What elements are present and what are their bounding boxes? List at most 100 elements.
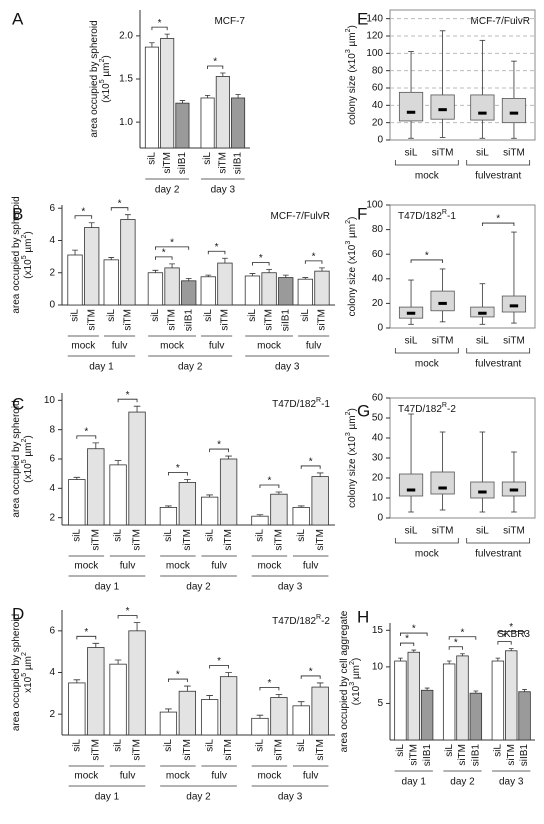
error-bar <box>297 505 305 508</box>
category-label: siL <box>296 529 307 542</box>
bar <box>297 278 313 306</box>
group-label: day 1 <box>95 792 120 803</box>
category-label: siL <box>71 739 82 752</box>
y-tick-label: 1.0 <box>119 117 133 128</box>
y-axis-label: area occupied by spheroid <box>11 400 22 517</box>
error-bar <box>164 33 170 39</box>
panel-title-part: MCF-7/FulvR <box>471 16 530 27</box>
y-tick-label: 8 <box>49 424 55 435</box>
y-tick-label: 30 <box>372 453 384 464</box>
category-label: siL <box>113 529 124 542</box>
panel-title-part: R <box>442 402 447 409</box>
y-axis-label: area occupied by spheroid <box>11 196 22 313</box>
box <box>430 94 455 120</box>
y-tick-label: 10 <box>372 662 384 673</box>
significance-bracket <box>167 678 188 683</box>
bar <box>109 464 127 526</box>
error-bar <box>249 273 256 276</box>
bar <box>394 660 407 741</box>
y-tick-label: 2 <box>49 267 55 278</box>
y-tick-label: 10 <box>372 493 384 504</box>
y-axis-unit-part: 2 <box>21 439 28 443</box>
y-axis-label-part: area occupied by spheroid <box>11 196 22 313</box>
bar <box>200 496 219 526</box>
bar <box>270 697 288 736</box>
significance-label: * <box>312 252 316 263</box>
significance-label: * <box>84 427 88 438</box>
error-bar <box>256 514 264 517</box>
y-axis-unit-part: 3 <box>349 682 356 686</box>
error-bar <box>275 491 283 495</box>
group-label: day 1 <box>402 777 427 788</box>
category-label: siIB1 <box>183 309 194 332</box>
y-axis-label-part: 2 <box>345 28 352 32</box>
subgroup-label: mock <box>257 561 282 572</box>
category-label: siL <box>70 309 81 322</box>
bar <box>420 689 434 741</box>
subgroup-label: mock <box>71 341 96 352</box>
error-bar <box>266 269 272 273</box>
y-axis-label: colony size (x103 µm2) <box>345 217 357 317</box>
y-axis-label-part: area occupied by cell aggregate <box>339 610 350 752</box>
panel-title-part: MCF-7 <box>214 16 245 27</box>
category-label: siTM <box>182 739 193 761</box>
category-label: siTM <box>220 309 231 331</box>
panel-letter: G <box>357 401 370 420</box>
error-bar <box>424 687 430 691</box>
panel-letter: F <box>357 204 367 223</box>
panel-title: MCF-7 <box>214 16 245 27</box>
category-label: siTM <box>132 529 143 551</box>
category-label: siTM <box>432 336 454 347</box>
box <box>470 94 495 121</box>
subgroup-label: mock <box>166 771 191 782</box>
significance-label: * <box>217 656 221 667</box>
error-bar <box>204 94 211 98</box>
bar <box>311 686 329 736</box>
subgroup-label: mock <box>257 771 282 782</box>
group-label: day 2 <box>155 185 180 196</box>
panel-title-part: -2 <box>447 404 456 415</box>
subgroup-label: fulv <box>120 561 136 572</box>
bar <box>261 272 277 306</box>
error-bar <box>205 274 212 277</box>
category-label: siTM <box>90 529 101 551</box>
panel-title-part: R <box>316 614 321 621</box>
panel-title: SKBR3 <box>497 629 530 640</box>
category-label: siL <box>203 309 214 322</box>
bar <box>178 690 197 736</box>
category-label: siL <box>147 152 158 165</box>
y-tick-label: 20 <box>372 298 384 309</box>
y-axis-unit-part: 5 <box>99 79 106 83</box>
significance-label: * <box>461 627 465 638</box>
error-bar <box>225 672 232 677</box>
y-tick-label: 80 <box>372 65 384 76</box>
y-axis-unit-part: 2 <box>349 661 356 665</box>
y-tick-label: 1.5 <box>119 74 133 85</box>
y-tick-label: 20 <box>372 117 384 128</box>
significance-bracket <box>110 207 129 211</box>
box <box>430 471 455 495</box>
group-label: day 1 <box>89 362 114 373</box>
y-axis-unit-part: ) <box>23 231 34 234</box>
category-label: siL <box>444 744 455 757</box>
y-tick-label: 6 <box>49 203 55 214</box>
category-label: siTM <box>506 744 517 766</box>
significance-label: * <box>81 206 85 217</box>
bar <box>231 97 246 149</box>
y-axis-label-part: area occupied by spheroid <box>11 614 22 731</box>
bar <box>67 254 83 306</box>
panel-title-part: SKBR3 <box>497 629 530 640</box>
y-axis-unit-part: µm <box>351 665 362 682</box>
error-bar <box>460 653 465 656</box>
error-bar <box>206 494 213 498</box>
category-label: siL <box>395 744 406 757</box>
significance-bracket <box>151 26 168 31</box>
box <box>501 295 527 313</box>
y-axis-label: colony size (x103 µm2) <box>345 408 357 508</box>
error-bar <box>179 100 186 104</box>
y-axis-label-part: 3 <box>345 432 352 436</box>
error-bar <box>473 690 479 694</box>
significance-label: * <box>405 634 409 645</box>
subgroup-label: fulv <box>120 771 136 782</box>
y-tick-label: 50 <box>372 413 384 424</box>
